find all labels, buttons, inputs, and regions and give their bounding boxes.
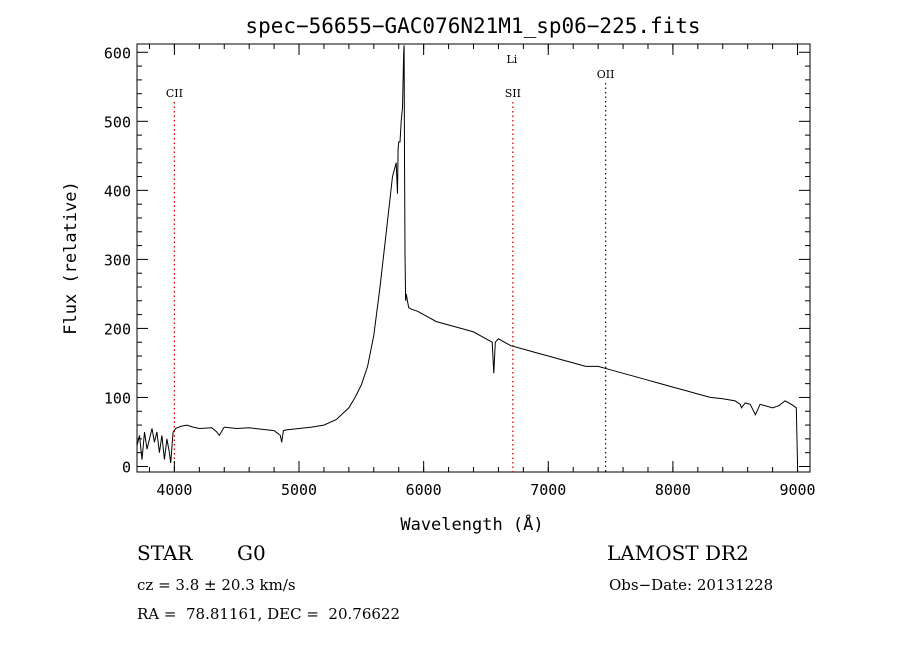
tick-layer: 4000 5000 6000 7000 8000 9000 0 100 200 300 400 500… (104, 44, 816, 499)
x-tick-label: 6000 (406, 481, 442, 499)
x-axis-label: Wavelength (Å) (400, 513, 543, 535)
obs-date: Obs−Date: 20131228 (609, 576, 774, 594)
y-axis-label: Flux (relative) (61, 181, 81, 335)
y-tick-label: 300 (104, 251, 131, 269)
x-tick-label: 7000 (530, 481, 566, 499)
annotation-label: OII (597, 68, 615, 81)
y-tick-label: 500 (104, 113, 131, 131)
x-tick-label: 9000 (779, 481, 815, 499)
x-tick-label: 5000 (281, 481, 317, 499)
y-tick-label: 200 (104, 320, 131, 338)
series-layer (136, 45, 798, 464)
spectrum-line (136, 45, 798, 464)
survey-name: LAMOST DR2 (607, 541, 749, 565)
y-tick-label: 100 (104, 389, 131, 407)
y-tick-label: 0 (122, 458, 131, 476)
coordinates: RA = 78.81161, DEC = 20.76622 (137, 605, 401, 623)
annotation-label: Li (506, 53, 517, 66)
chart-title: spec−56655−GAC076N21M1_sp06−225.fits (245, 14, 700, 38)
annotation-label: CII (166, 87, 183, 100)
annotation-layer: CII SII Li OII (166, 53, 615, 472)
annotation-label: SII (505, 87, 521, 100)
x-tick-label: 4000 (156, 481, 192, 499)
y-tick-label: 600 (104, 44, 131, 62)
object-subclass: G0 (237, 541, 266, 565)
plot-frame (136, 43, 811, 473)
object-class: STAR (137, 541, 193, 565)
x-tick-label: 8000 (655, 481, 691, 499)
redshift-text: cz = 3.8 ± 20.3 km/s (137, 576, 296, 594)
y-tick-label: 400 (104, 182, 131, 200)
